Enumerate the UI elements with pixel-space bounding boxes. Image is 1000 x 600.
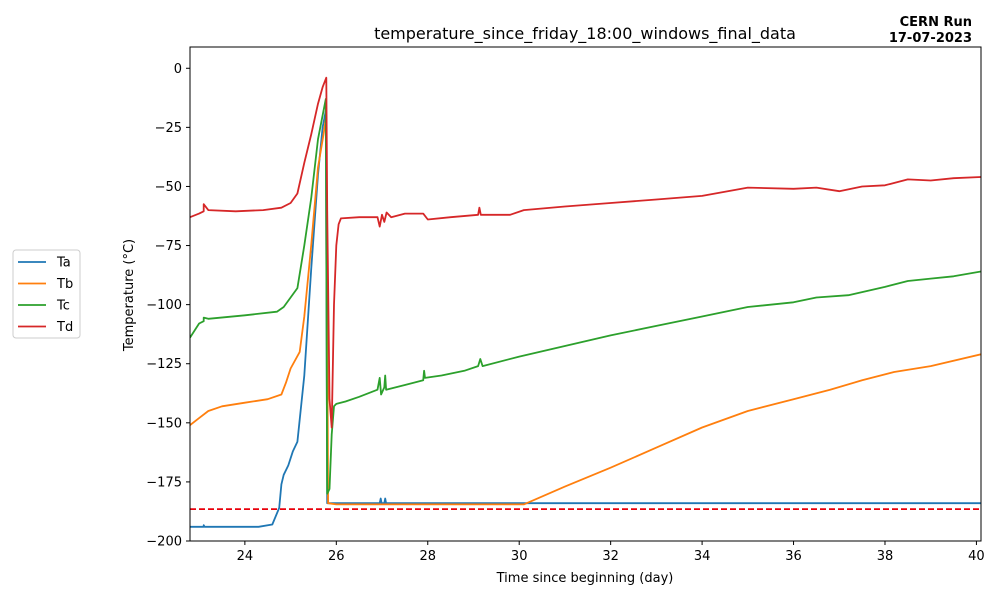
run-note-line-1: CERN Run	[900, 15, 972, 30]
y-tick-label: 0	[174, 62, 182, 77]
y-tick-label: −25	[155, 121, 182, 136]
x-tick-label: 32	[602, 549, 619, 564]
chart-title: temperature_since_friday_18:00_windows_f…	[374, 24, 796, 44]
legend-label-ta: Ta	[56, 256, 71, 271]
x-tick-label: 34	[694, 549, 711, 564]
y-axis-label: Temperature (°C)	[122, 239, 137, 352]
y-axis: −200 −175 −150 −125 −100 −75 −50 −25 0	[146, 62, 190, 550]
series-line-tc	[190, 98, 981, 495]
y-tick-label: −150	[146, 416, 182, 431]
plot-content	[190, 76, 981, 528]
x-axis-label: Time since beginning (day)	[496, 571, 674, 586]
run-note-line-2: 17-07-2023	[889, 31, 972, 46]
x-axis: 24 26 28 30 32 34 36 38 40	[237, 541, 985, 564]
series-line-ta	[190, 109, 981, 528]
y-tick-label: −50	[155, 180, 182, 195]
y-tick-label: −175	[146, 475, 182, 490]
legend: Ta Tb Tc Td	[12, 249, 81, 339]
x-tick-label: 38	[877, 549, 894, 564]
y-tick-label: −75	[155, 239, 182, 254]
legend-label-tc: Tc	[56, 299, 70, 314]
axes-frame	[189, 46, 982, 542]
series-line-td	[190, 76, 981, 429]
x-tick-label: 30	[511, 549, 528, 564]
y-tick-label: −200	[146, 535, 182, 550]
x-tick-label: 28	[419, 549, 436, 564]
x-tick-label: 24	[237, 549, 254, 564]
legend-label-td: Td	[56, 320, 73, 335]
legend-box	[12, 249, 81, 339]
series-line-tb	[190, 114, 981, 506]
legend-label-tb: Tb	[56, 277, 73, 292]
x-tick-label: 36	[785, 549, 802, 564]
x-tick-label: 26	[328, 549, 345, 564]
y-tick-label: −125	[146, 357, 182, 372]
x-tick-label: 40	[968, 549, 985, 564]
y-tick-label: −100	[146, 298, 182, 313]
